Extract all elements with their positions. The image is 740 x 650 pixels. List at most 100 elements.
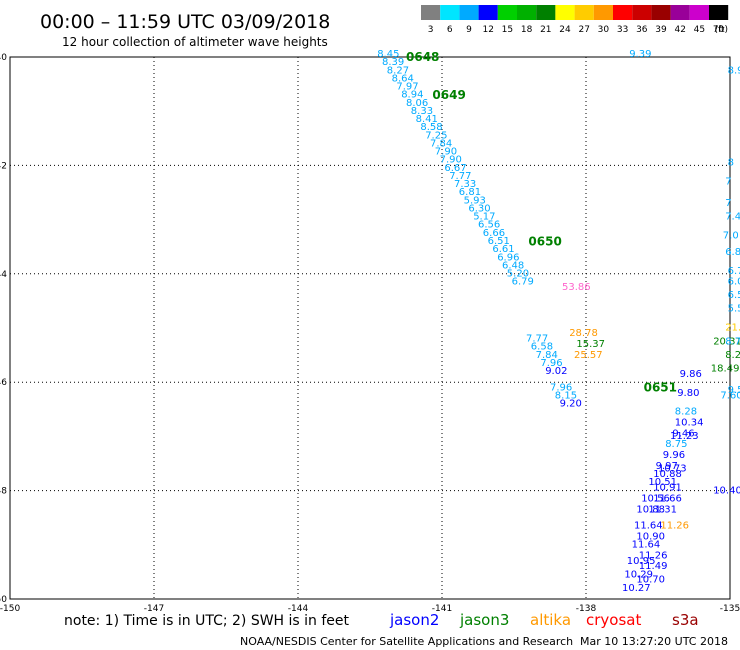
wave-height-value: 7.84: [536, 350, 558, 361]
x-tick-label: -147: [144, 604, 164, 614]
data-points: 8.458.398.278.647.978.948.068.338.418.58…: [377, 49, 740, 594]
wave-height-value: 8.33: [411, 106, 433, 117]
plot-frame: [9, 56, 731, 600]
wave-height-value: 6.81: [459, 187, 481, 198]
wave-height-value: 9.86: [680, 369, 702, 380]
wave-height-value: 6.58: [531, 342, 553, 353]
legend-label: 36: [636, 25, 648, 35]
wave-height-value: 6.61: [492, 244, 514, 255]
wave-height-value: 6.66: [483, 228, 505, 239]
wave-height-value: 6.30: [468, 203, 490, 214]
legend-label: 24: [559, 25, 571, 35]
wave-height-value: 8.15: [555, 390, 577, 401]
wave-height-value: 8.75: [665, 439, 687, 450]
wave-height-value: 21.39: [725, 323, 740, 334]
wave-height-value: 6.67: [444, 163, 466, 174]
wave-height-value: 9.97: [656, 461, 678, 472]
satellite-name: jason3: [459, 611, 509, 629]
wave-height-value: 9.96: [663, 450, 685, 461]
legend-swatch: [670, 5, 690, 20]
x-tick-label: -138: [576, 604, 597, 614]
wave-height-value: 10.51: [648, 477, 677, 488]
satellite-name: cryosat: [586, 611, 641, 629]
wave-height-value: 9.39: [629, 49, 651, 60]
satellite-legend: jason2 jason3 altika cryosat s3a: [389, 611, 699, 629]
wave-height-value: 7.25: [425, 130, 447, 141]
satellite-name: jason2: [389, 611, 439, 629]
wave-height-value: 5.17: [473, 212, 495, 223]
legend-swatch: [421, 5, 441, 20]
color-legend: 3 6 9 12 15 18 21 24 27 30 33 36 39 42 45 70(ft): [421, 5, 729, 35]
wave-height-value: 5.93: [464, 195, 486, 206]
legend-label: 27: [578, 25, 589, 35]
wave-height-value: 11.26: [639, 550, 668, 561]
legend-label: 15: [502, 25, 513, 35]
wave-height-value: 5.20: [507, 269, 529, 280]
footer-credit: NOAA/NESDIS Center for Satellite Applica…: [240, 635, 573, 648]
legend-unit: (ft): [714, 25, 728, 35]
wave-height-value: 8.58: [420, 122, 442, 133]
wave-height-value: 18.49: [711, 363, 740, 374]
legend-label: 21: [540, 25, 551, 35]
legend-label: 70: [713, 25, 725, 35]
satellite-name: altika: [530, 611, 571, 629]
y-tick-label: -50: [0, 595, 7, 605]
wave-height-value: 7.4: [725, 212, 740, 223]
wave-height-value: 11.23: [670, 431, 699, 442]
wave-height-value: 10.27: [622, 583, 651, 594]
wave-height-value: 10.56: [641, 493, 670, 504]
legend-swatch: [459, 5, 479, 20]
satellite-name: s3a: [672, 611, 699, 629]
wave-height-value: 8.64: [392, 73, 414, 84]
wave-height-value: 8.27: [387, 65, 409, 76]
wave-height-value: 11.64: [632, 540, 661, 551]
time-label: 0649: [432, 88, 465, 102]
wave-height-value: 8: [728, 157, 734, 168]
x-tick-label: -141: [432, 604, 452, 614]
wave-height-value: 6.96: [497, 252, 519, 263]
wave-height-value: 9.02: [545, 366, 567, 377]
wave-height-value: 7.84: [430, 138, 452, 149]
wave-height-value: 7.77: [526, 334, 548, 345]
legend-swatch: [536, 5, 556, 20]
wave-height-value: 8.45: [377, 49, 399, 60]
wave-height-value: 8.06: [406, 98, 428, 109]
legend-swatch: [593, 5, 613, 20]
wave-height-value: 7.60: [720, 390, 740, 401]
wave-height-value: 25.57: [574, 350, 603, 361]
time-label: 0651: [644, 381, 677, 395]
wave-height-value: 8.9: [728, 65, 740, 76]
y-tick-label: -42: [0, 161, 7, 171]
wave-height-value: 10.90: [636, 531, 665, 542]
y-tick-label: -48: [0, 487, 7, 497]
wave-height-value: 15.37: [576, 339, 605, 350]
wave-height-value: 7.90: [440, 155, 462, 166]
wave-height-value: 7.77: [449, 171, 471, 182]
footer-note: note: 1) Time is in UTC; 2) SWH is in fe…: [64, 613, 350, 629]
wave-height-value: 9.46: [672, 428, 694, 439]
y-tick-label: -40: [0, 53, 7, 63]
wave-height-value: 11.49: [639, 561, 668, 572]
legend-label: 3: [428, 25, 434, 35]
legend-swatch: [497, 5, 517, 20]
wave-height-value: 11.26: [660, 521, 689, 532]
wave-height-value: 7.0: [723, 231, 739, 242]
wave-height-value: 7.33: [454, 179, 476, 190]
grid-lines: [10, 57, 730, 599]
wave-height-value: 9.20: [560, 399, 582, 410]
wave-height-value: 11.66: [653, 493, 682, 504]
wave-height-value: 8.41: [416, 114, 438, 125]
wave-height-value: 6.79: [512, 277, 534, 288]
wave-height-value: 10.73: [658, 464, 687, 475]
wave-height-value: 11.31: [648, 504, 677, 515]
wave-height-value: 6.8: [725, 247, 740, 258]
wave-height-value: 7: [725, 198, 731, 209]
legend-label: 9: [466, 25, 472, 35]
y-tick-label: -44: [0, 270, 7, 280]
wave-height-value: 10.88: [636, 504, 665, 515]
y-tick-label: -46: [0, 378, 7, 388]
legend-label: 6: [447, 25, 453, 35]
legend-swatch: [632, 5, 652, 20]
x-tick-label: -144: [288, 604, 309, 614]
